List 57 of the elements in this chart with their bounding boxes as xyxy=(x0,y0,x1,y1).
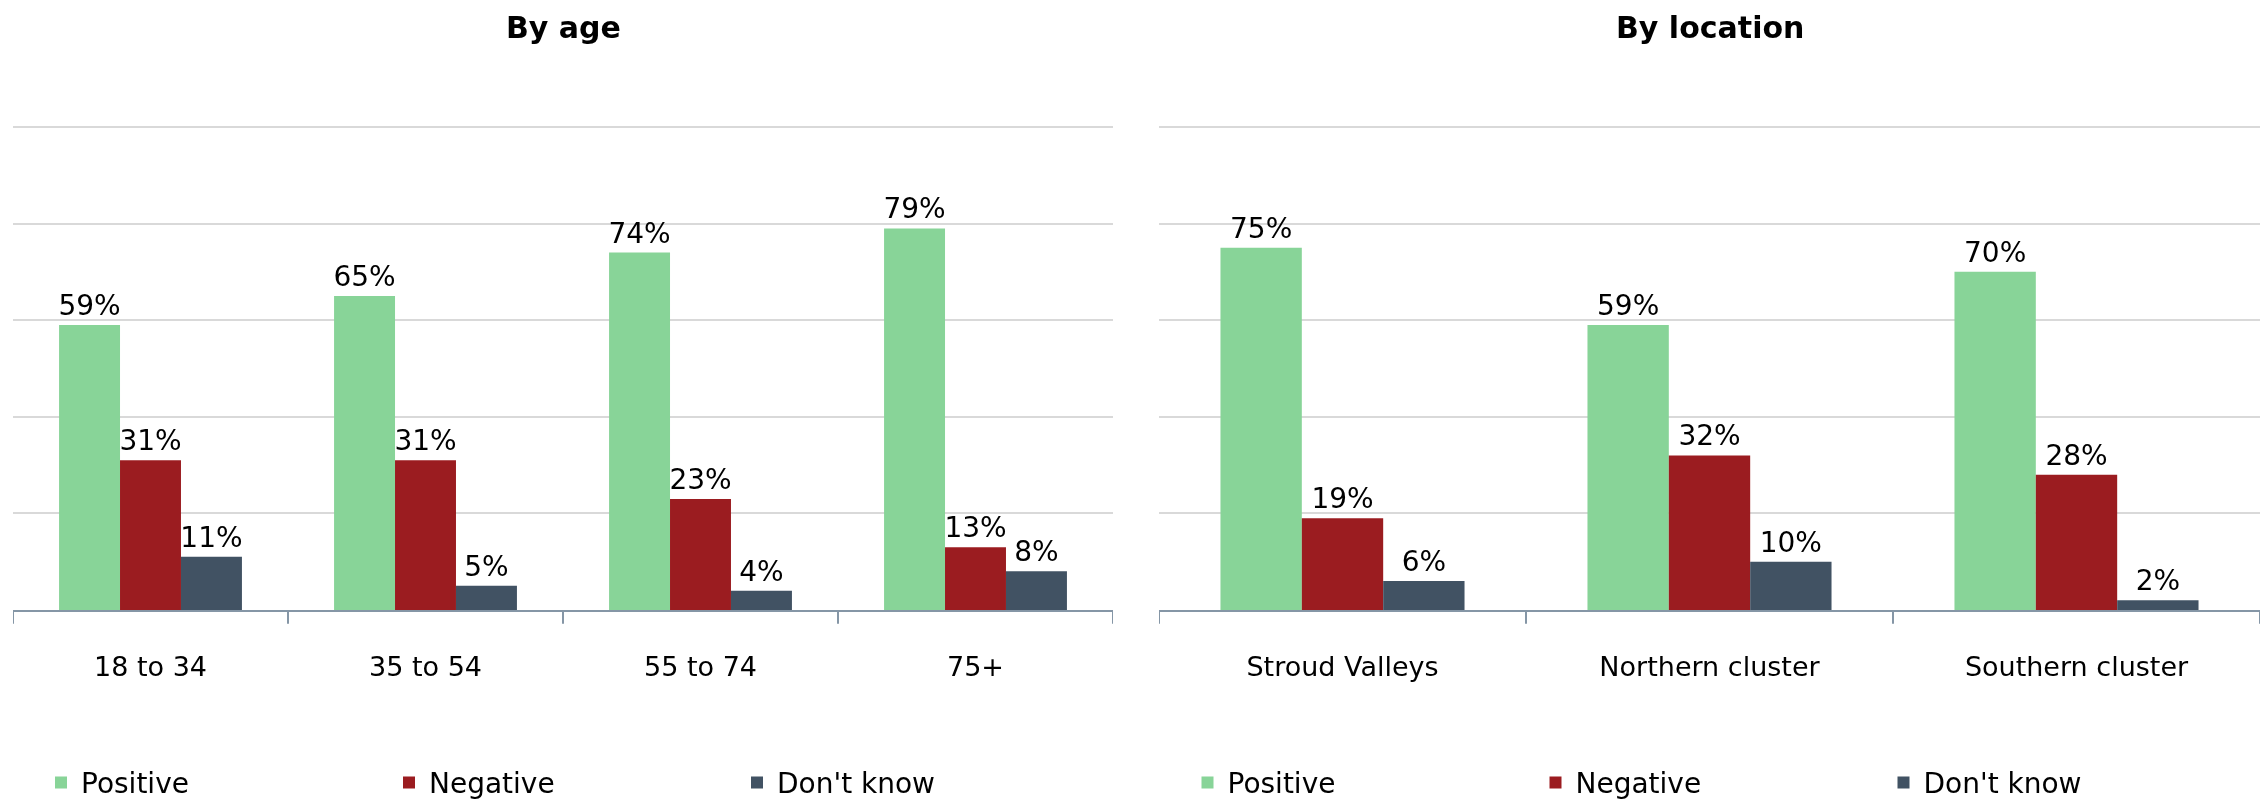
legend-label: Don't know xyxy=(1923,767,2082,801)
bar xyxy=(59,325,121,610)
x-tick-label: Southern cluster xyxy=(1964,651,2190,683)
data-label: 2% xyxy=(2135,564,2181,598)
data-label: 23% xyxy=(669,462,732,496)
chart-title: By location xyxy=(1616,10,1805,45)
bar xyxy=(120,460,181,610)
data-label: 59% xyxy=(1597,289,1660,322)
data-label: 28% xyxy=(2045,438,2108,472)
legend-label: Negative xyxy=(429,767,555,801)
legend-label: Positive xyxy=(81,767,189,801)
data-label: 6% xyxy=(1401,545,1447,579)
bar xyxy=(1383,581,1465,610)
data-label: 8% xyxy=(1014,535,1059,569)
bar xyxy=(1954,271,2036,610)
bar xyxy=(1301,518,1384,610)
data-label: 4% xyxy=(739,554,784,588)
data-label: 13% xyxy=(944,511,1007,545)
data-label: 10% xyxy=(1759,525,1822,559)
bar xyxy=(334,296,396,610)
bar xyxy=(2035,474,2118,610)
bar xyxy=(609,252,671,610)
data-label: 19% xyxy=(1311,482,1374,516)
x-tick-label: Stroud Valleys xyxy=(1246,651,1439,683)
x-tick-label: 18 to 34 xyxy=(94,651,207,683)
x-tick-label: Northern cluster xyxy=(1599,651,1821,683)
data-label: 31% xyxy=(119,424,182,458)
bar xyxy=(1750,561,1832,610)
chart-title: By age xyxy=(506,10,621,45)
data-label: 79% xyxy=(883,192,946,226)
data-label: 59% xyxy=(58,289,121,322)
x-tick-label: 55 to 74 xyxy=(644,651,757,683)
bar xyxy=(180,556,242,610)
bar xyxy=(395,460,456,610)
bar xyxy=(1587,325,1669,610)
legend-label: Positive xyxy=(1227,767,1336,801)
bar xyxy=(1005,571,1067,610)
data-label: 75% xyxy=(1230,211,1293,245)
bar xyxy=(1220,247,1302,610)
bar xyxy=(670,498,731,610)
data-label: 32% xyxy=(1678,419,1741,453)
data-label: 74% xyxy=(608,216,671,250)
bar xyxy=(945,547,1006,610)
legend-label: Negative xyxy=(1575,767,1702,801)
x-tick-label: 35 to 54 xyxy=(369,651,482,683)
data-label: 31% xyxy=(394,424,457,458)
data-label: 5% xyxy=(464,549,509,583)
x-tick-label: 75+ xyxy=(947,651,1004,683)
bar xyxy=(1668,455,1751,610)
bar xyxy=(884,228,946,610)
data-label: 70% xyxy=(1964,235,2027,269)
bar xyxy=(2117,600,2199,610)
data-label: 65% xyxy=(333,260,396,294)
data-label: 11% xyxy=(180,520,243,554)
bar xyxy=(455,585,517,610)
bar xyxy=(730,590,792,610)
legend-label: Don't know xyxy=(777,767,936,801)
